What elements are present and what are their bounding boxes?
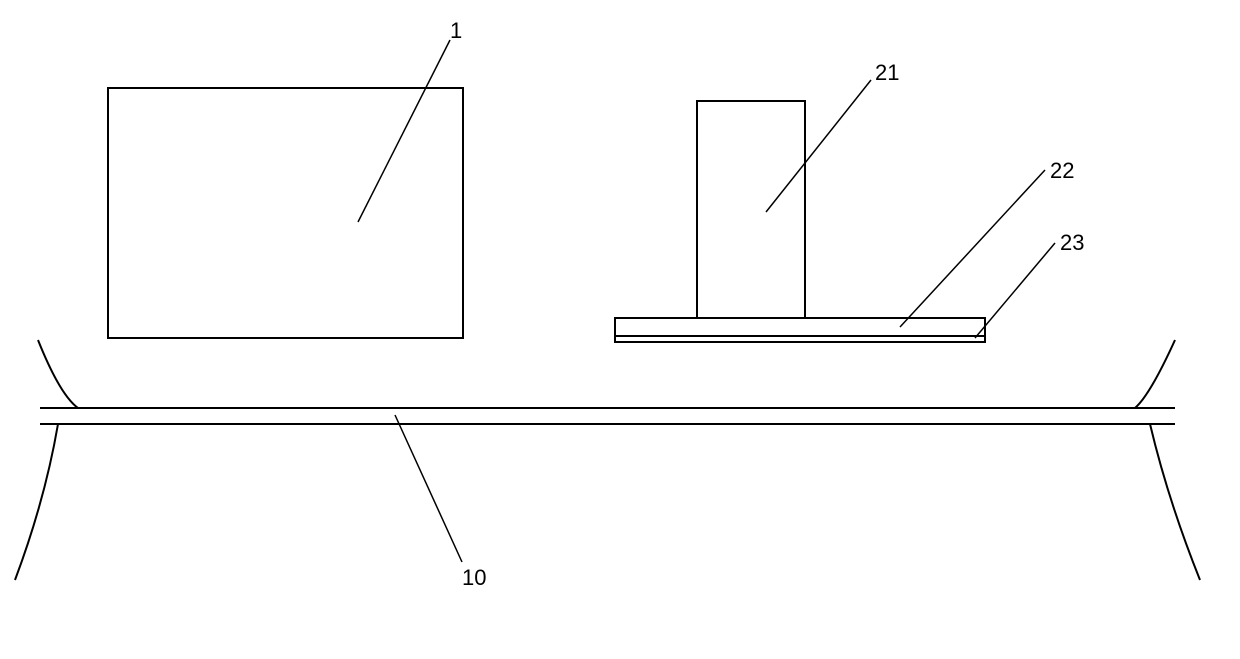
label-21: 21 <box>875 60 899 86</box>
label-22: 22 <box>1050 158 1074 184</box>
main-box-shape <box>108 88 463 338</box>
technical-diagram-svg <box>0 0 1240 654</box>
left-top-curve <box>38 340 78 408</box>
label-23: 23 <box>1060 230 1084 256</box>
leader-line-1 <box>358 40 450 222</box>
diagram-container: 1 21 22 23 10 <box>0 0 1240 654</box>
right-bottom-curve <box>1150 424 1200 580</box>
plate-top-shape <box>615 318 985 336</box>
label-1: 1 <box>450 18 462 44</box>
leader-line-22 <box>900 170 1045 327</box>
left-bottom-curve <box>15 424 58 580</box>
leader-line-10 <box>395 415 462 562</box>
tower-shape <box>697 101 805 318</box>
right-top-curve <box>1135 340 1175 408</box>
leader-line-21 <box>766 80 871 212</box>
plate-bottom-shape <box>615 336 985 342</box>
leader-line-23 <box>975 243 1055 338</box>
label-10: 10 <box>462 565 486 591</box>
